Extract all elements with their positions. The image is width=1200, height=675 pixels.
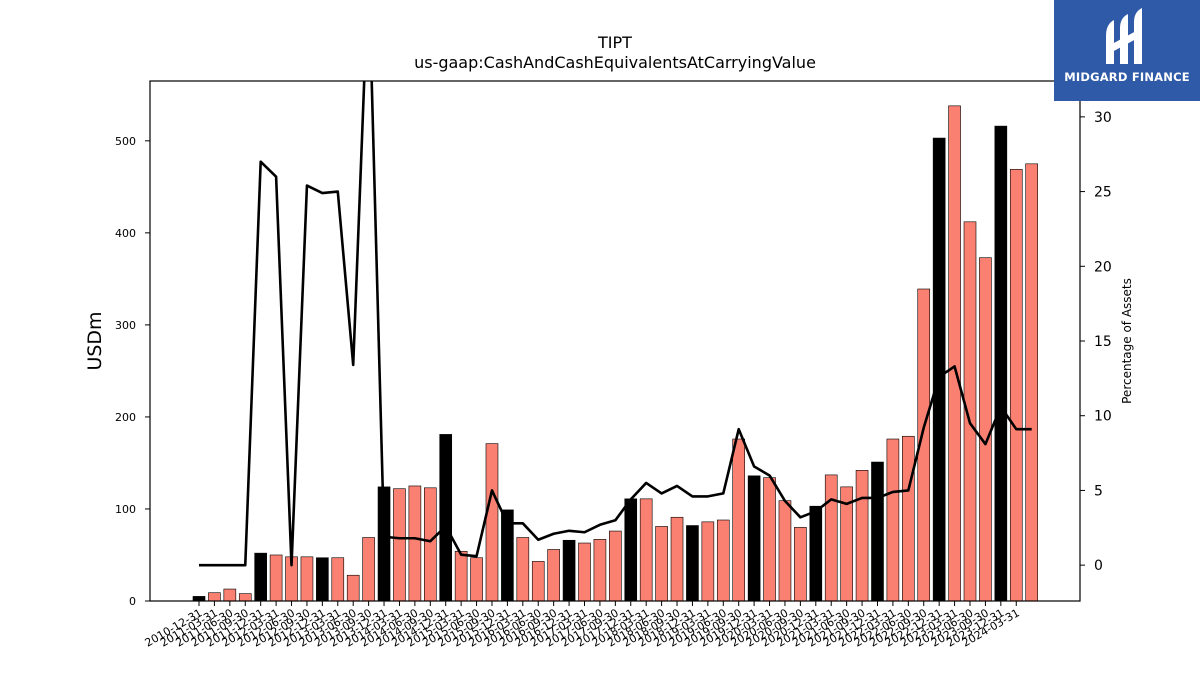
bar (624, 498, 638, 602)
y2-tick-label: 15 (1094, 334, 1112, 350)
bar (979, 257, 992, 602)
bar (547, 549, 560, 602)
y2-tick-label: 25 (1094, 185, 1112, 201)
y-tick-label: 200 (115, 411, 136, 424)
bar (208, 592, 221, 602)
y2-tick-label: 5 (1094, 483, 1103, 499)
y-tick-label: 400 (115, 227, 136, 240)
bar (932, 137, 946, 602)
y-tick-label: 300 (115, 319, 136, 332)
bar (778, 500, 792, 602)
bar (902, 435, 915, 602)
bar (732, 438, 746, 602)
y2-tick-label: 10 (1094, 409, 1112, 425)
bar (593, 539, 607, 602)
y-tick-label: 0 (129, 595, 136, 608)
bar (1009, 169, 1023, 602)
bar (331, 557, 345, 602)
bar (655, 526, 668, 602)
bar (316, 557, 329, 602)
y-tick-label: 100 (115, 503, 136, 516)
bar (531, 561, 545, 602)
chart-subtitle: us-gaap:CashAndCashEquivalentsAtCarrying… (414, 53, 816, 72)
bar (238, 593, 252, 602)
bar (701, 521, 715, 602)
bar (423, 487, 437, 602)
bar (855, 470, 869, 602)
bar (716, 519, 730, 602)
bar (686, 525, 699, 602)
bar (670, 516, 684, 602)
bar (639, 498, 653, 602)
bar (578, 542, 591, 602)
bar (362, 537, 375, 602)
bar (747, 475, 761, 602)
bar (254, 552, 267, 602)
bar (886, 438, 900, 602)
brand-name: MIDGARD FINANCE (1064, 70, 1190, 84)
axes-layer: 01002003004005000510152025302010-12-3120… (115, 80, 1112, 650)
y2-tick-label: 20 (1094, 259, 1112, 275)
y2-axis-label: Percentage of Assets (1120, 278, 1134, 404)
y2-tick-label: 30 (1094, 110, 1112, 126)
bar (824, 474, 838, 602)
bar (300, 556, 314, 602)
chart-title: TIPT (597, 33, 632, 52)
bar (516, 537, 530, 602)
bar (470, 557, 483, 602)
percentage-line (199, 81, 1032, 567)
y2-tick-label: 0 (1094, 558, 1103, 574)
bar (948, 105, 961, 602)
brand-logo: MIDGARD FINANCE (1054, 0, 1200, 101)
bar (439, 434, 453, 602)
logo-mark-icon (1106, 8, 1142, 64)
bar (408, 485, 422, 602)
line-layer (199, 81, 1032, 567)
bar (269, 554, 283, 602)
bar (454, 550, 468, 602)
bar (794, 527, 807, 602)
bar (809, 505, 823, 602)
bar (223, 588, 237, 602)
bar (346, 574, 360, 602)
bar (609, 530, 622, 602)
bar (393, 488, 406, 602)
y-axis-label: USDm (84, 311, 106, 370)
bar (192, 596, 206, 602)
bar (994, 125, 1008, 602)
bar (1025, 163, 1038, 602)
bar (871, 461, 884, 602)
bar (485, 443, 499, 602)
bar (763, 477, 776, 602)
y-tick-label: 500 (115, 135, 136, 148)
bars-layer (192, 105, 1038, 602)
bar (562, 539, 576, 602)
